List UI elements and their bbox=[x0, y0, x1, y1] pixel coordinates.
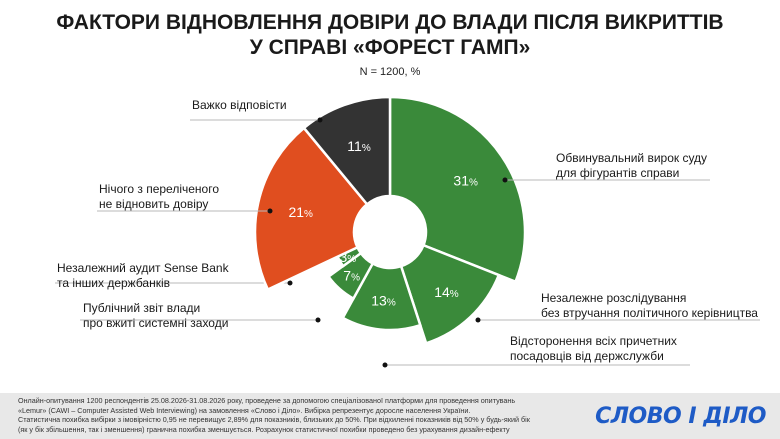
brand-logo: СЛОВО І ДІЛО bbox=[595, 404, 766, 429]
slice-value-label: 14% bbox=[434, 284, 459, 300]
leader-dot bbox=[315, 317, 321, 323]
slice-category-label: Незалежне розслідування без втручання пол… bbox=[541, 291, 758, 320]
slice-category-label: Публічний звіт влади про вжиті системні з… bbox=[83, 301, 228, 330]
slice-value-label: 11% bbox=[347, 138, 371, 154]
leader-dot bbox=[317, 117, 323, 123]
donut-slice-1 bbox=[388, 95, 527, 284]
leader-dot bbox=[502, 177, 508, 183]
donut-slice-7 bbox=[302, 95, 392, 207]
leader-dot bbox=[475, 317, 481, 323]
slice-value-label: 7% bbox=[343, 268, 360, 284]
methodology-line-2: «Lemur» (CAWI – Computer Assisted Web In… bbox=[18, 405, 471, 415]
slice-category-label: Важко відповісти bbox=[192, 98, 287, 112]
chart-subtitle: N = 1200, % bbox=[359, 66, 421, 78]
slice-category-label: Обвинувальний вирок суду для фігурантів с… bbox=[556, 151, 707, 180]
methodology-line-3: Статистична похибка вибірки з імовірніст… bbox=[18, 415, 530, 425]
slice-value-label: 21% bbox=[288, 204, 313, 220]
donut-slice-3 bbox=[341, 261, 422, 332]
slice-value-label: 3% bbox=[339, 249, 356, 265]
donut-chart: 31% Обвинувальний вирок суду для фігуранті… bbox=[55, 95, 760, 368]
chart-title-line-1: ФАКТОРИ ВІДНОВЛЕННЯ ДОВІРИ ДО ВЛАДИ ПІСЛ… bbox=[56, 11, 724, 34]
slice-category-label: Нічого з переліченого не відновить довіру bbox=[99, 182, 219, 211]
methodology-note: Онлайн-опитування 1200 респондентів 25.0… bbox=[18, 396, 638, 434]
methodology-line-4: (як у бік збільшення, так і зменшення) г… bbox=[18, 424, 510, 434]
chart-title: ФАКТОРИ ВІДНОВЛЕННЯ ДОВІРИ ДО ВЛАДИ ПІСЛ… bbox=[0, 10, 780, 60]
leader-dot bbox=[267, 208, 273, 214]
methodology-line-1: Онлайн-опитування 1200 респондентів 25.0… bbox=[18, 396, 516, 405]
chart-title-line-2: У СПРАВІ «ФОРЕСТ ГАМП» bbox=[249, 36, 531, 59]
footer: Онлайн-опитування 1200 респондентів 25.0… bbox=[0, 393, 780, 439]
slice-category-label: Незалежний аудит Sense Bank та інших держ… bbox=[57, 261, 230, 290]
slice-category-label: Відсторонення всіх причетних посадовців в… bbox=[510, 334, 677, 363]
donut-slice-6 bbox=[253, 126, 369, 292]
donut-slice-2 bbox=[399, 243, 501, 345]
slice-value-label: 13% bbox=[371, 293, 396, 309]
slice-value-label: 31% bbox=[453, 173, 478, 189]
leader-dot bbox=[287, 280, 293, 286]
leader-dot bbox=[382, 362, 388, 368]
